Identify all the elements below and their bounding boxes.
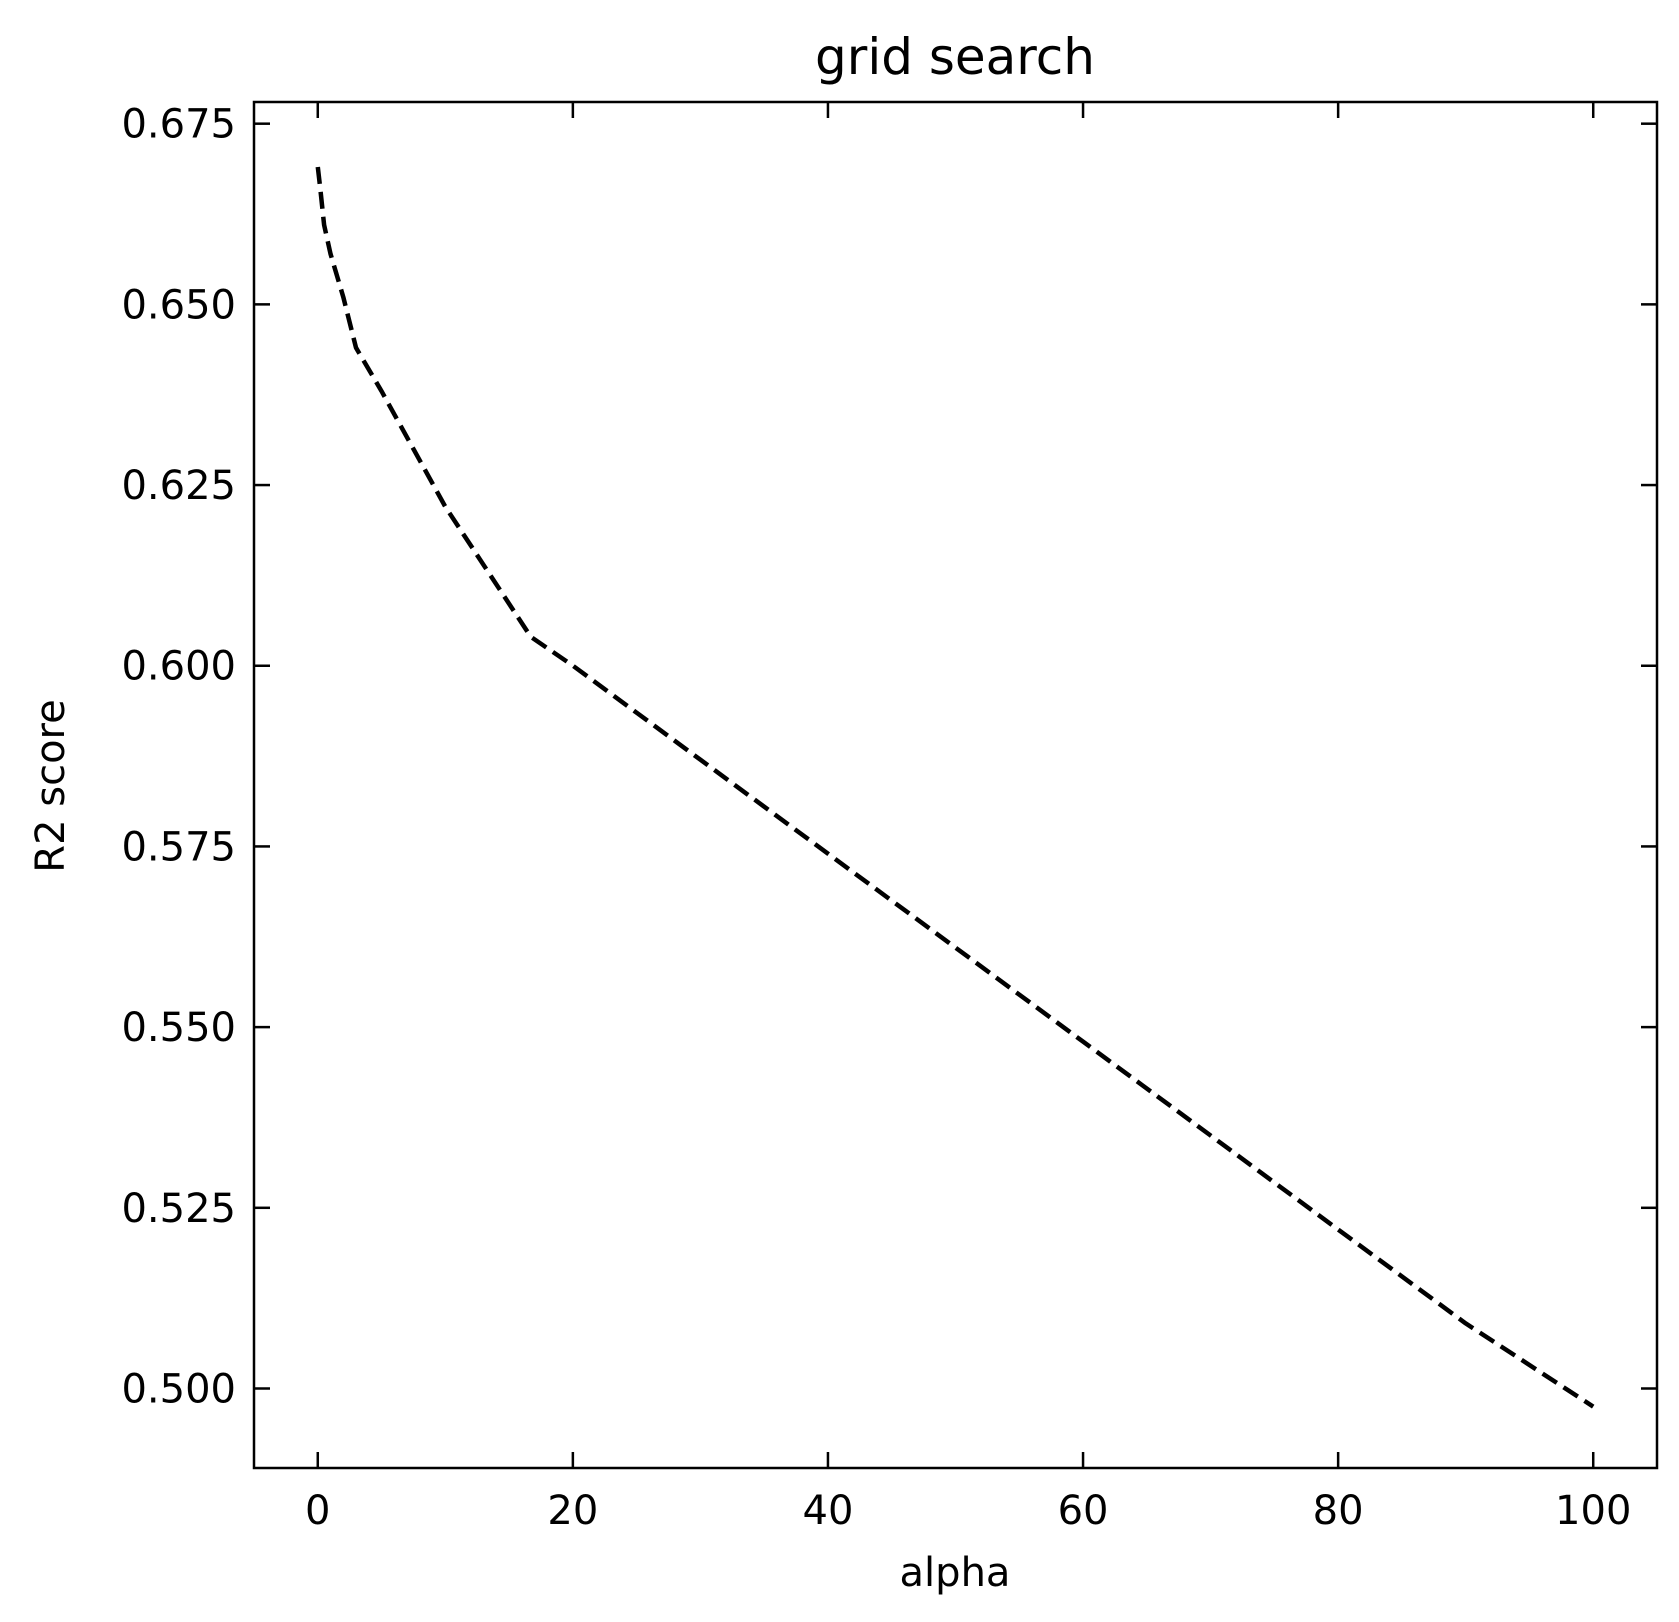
y-tick-label: 0.525 (121, 1186, 236, 1232)
x-tick-label: 20 (547, 1488, 598, 1534)
x-tick-label: 100 (1555, 1488, 1631, 1534)
x-tick-label: 40 (803, 1488, 854, 1534)
y-tick-label: 0.575 (121, 824, 236, 870)
y-tick-label: 0.500 (121, 1366, 236, 1412)
x-axis-label: alpha (900, 1550, 1011, 1596)
chart-title: grid search (815, 28, 1095, 86)
y-axis-label: R2 score (28, 699, 74, 872)
x-tick-label: 60 (1058, 1488, 1109, 1534)
y-tick-label: 0.550 (121, 1005, 236, 1051)
y-tick-label: 0.600 (121, 644, 236, 690)
y-tick-label: 0.625 (121, 463, 236, 509)
x-tick-label: 0 (305, 1488, 330, 1534)
y-tick-label: 0.650 (121, 282, 236, 328)
y-tick-label: 0.675 (121, 102, 236, 148)
x-tick-label: 80 (1313, 1488, 1364, 1534)
